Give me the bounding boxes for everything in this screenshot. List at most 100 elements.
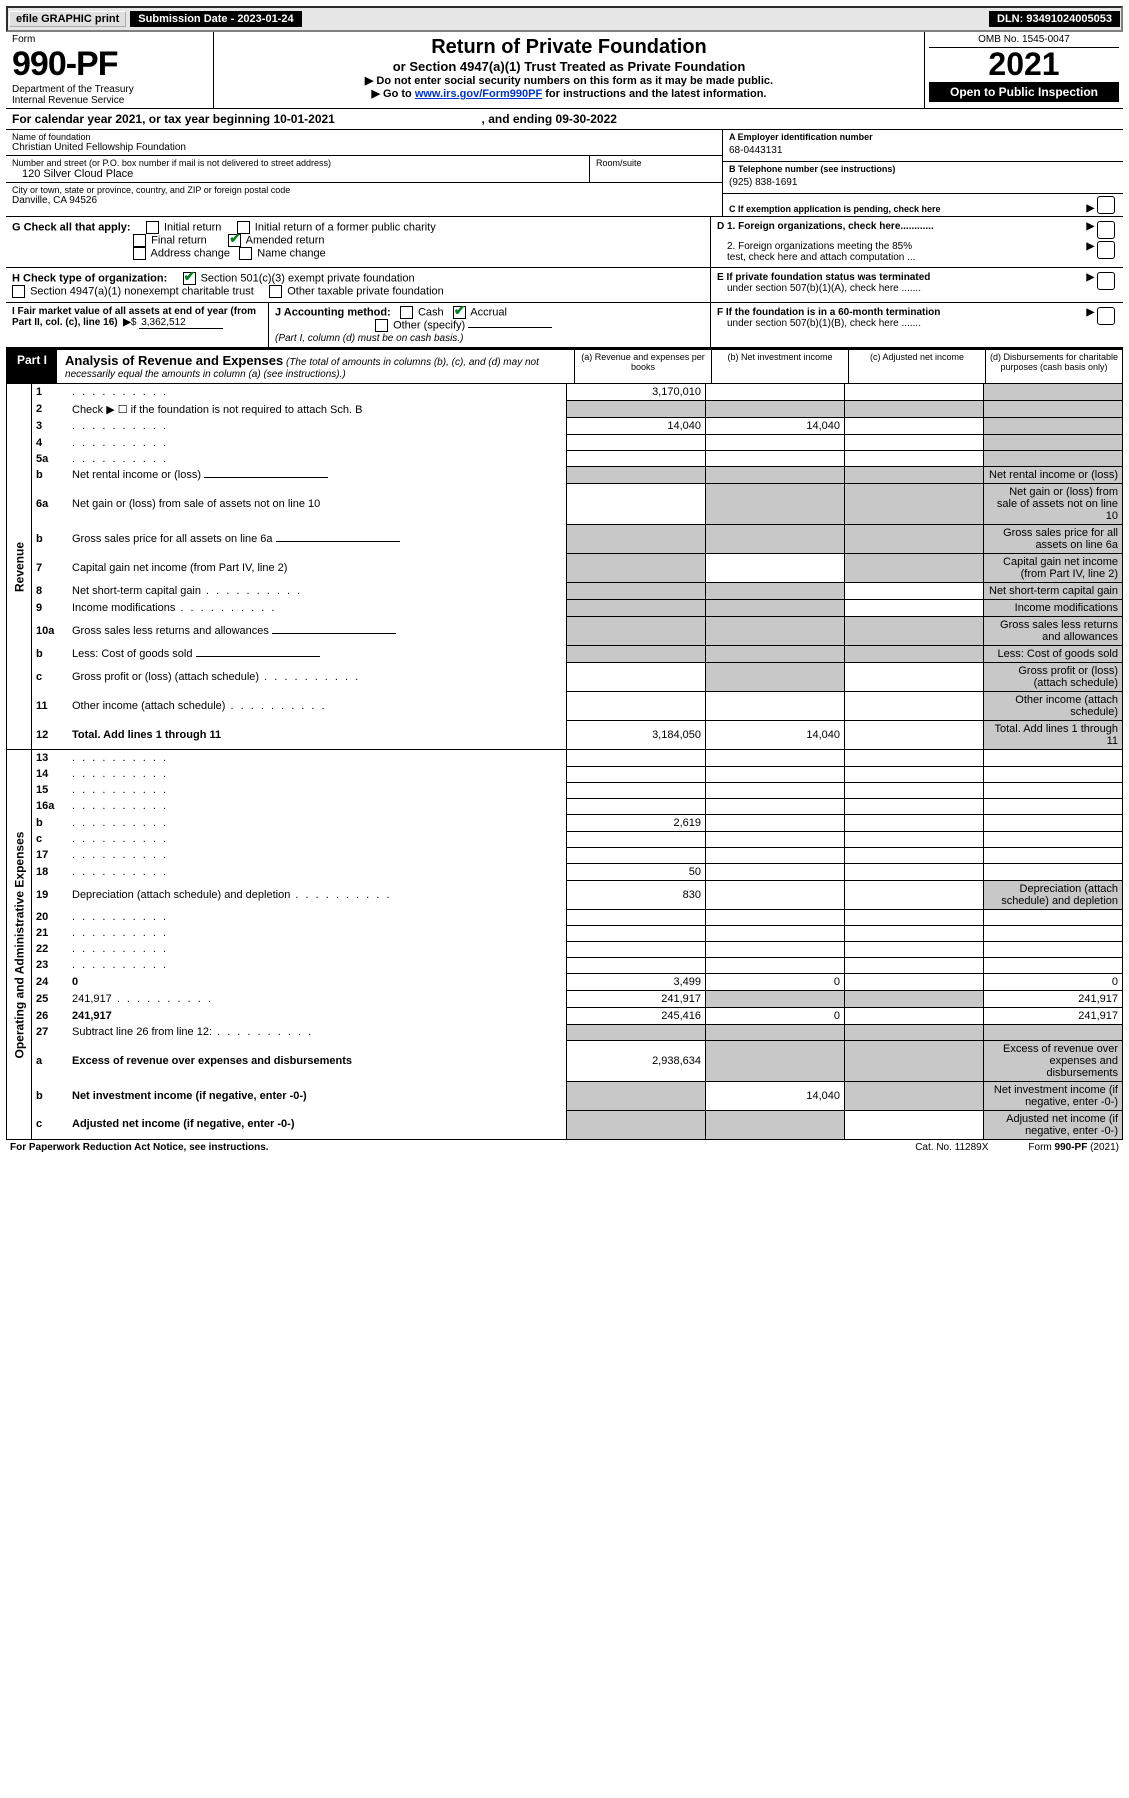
cell-a (567, 401, 706, 418)
g-initial-checkbox[interactable] (146, 221, 159, 234)
line-number: 9 (32, 600, 69, 617)
warn2-post: for instructions and the latest informat… (542, 88, 766, 100)
g-final: Final return (151, 234, 207, 246)
cell-a: 3,170,010 (567, 384, 706, 401)
cell-b (706, 617, 845, 646)
h2: Section 4947(a)(1) nonexempt charitable … (30, 285, 254, 297)
table-row: 17 (7, 847, 1123, 863)
g-initial-public: Initial return of a former public charit… (255, 221, 436, 233)
instructions-link[interactable]: www.irs.gov/Form990PF (415, 88, 542, 100)
table-row: bGross sales price for all assets on lin… (7, 525, 1123, 554)
cell-a (567, 600, 706, 617)
line-description: Depreciation (attach schedule) and deple… (68, 880, 567, 909)
e-checkbox[interactable] (1097, 272, 1115, 290)
e1: E If private foundation status was termi… (717, 272, 930, 283)
table-row: cAdjusted net income (if negative, enter… (7, 1110, 1123, 1139)
line-description: Gross profit or (loss) (attach schedule) (68, 663, 567, 692)
d1-label: D 1. Foreign organizations, check here..… (717, 221, 934, 232)
e2: under section 507(b)(1)(A), check here .… (717, 283, 921, 294)
i-section: I Fair market value of all assets at end… (6, 303, 269, 347)
j-cash-checkbox[interactable] (400, 306, 413, 319)
efile-button[interactable]: efile GRAPHIC print (9, 11, 126, 27)
checks-ijf: I Fair market value of all assets at end… (6, 303, 1123, 349)
line-number: 14 (32, 766, 69, 782)
cal-mid: , and ending (482, 112, 556, 126)
g-name-checkbox[interactable] (239, 247, 252, 260)
h1: Section 501(c)(3) exempt private foundat… (201, 272, 415, 284)
cell-a (567, 435, 706, 451)
cell-a (567, 484, 706, 525)
line-number: 25 (32, 990, 69, 1007)
line-description: Capital gain net income (from Part IV, l… (68, 554, 567, 583)
cell-c (845, 451, 984, 467)
cell-c (845, 831, 984, 847)
line-number: c (32, 1110, 69, 1139)
warning-ssn: ▶ Do not enter social security numbers o… (220, 74, 918, 87)
line-number: 6a (32, 484, 69, 525)
d2-checkbox[interactable] (1097, 241, 1115, 259)
line-number: b (32, 467, 69, 484)
h1-checkbox[interactable] (183, 272, 196, 285)
j-other-checkbox[interactable] (375, 319, 388, 332)
g-final-checkbox[interactable] (133, 234, 146, 247)
line-number: 3 (32, 418, 69, 435)
d1-checkbox[interactable] (1097, 221, 1115, 239)
j-accrual-checkbox[interactable] (453, 306, 466, 319)
h3-checkbox[interactable] (269, 285, 282, 298)
cell-b (706, 401, 845, 418)
h2-checkbox[interactable] (12, 285, 25, 298)
col-d-header: (d) Disbursements for charitable purpose… (985, 350, 1122, 383)
arrow-icon: ▶ (1087, 241, 1095, 263)
form-label: Form (12, 34, 207, 45)
cell-d: Net rental income or (loss) (984, 467, 1123, 484)
table-row: 2403,49900 (7, 973, 1123, 990)
footer-right: Form 990-PF (2021) (1028, 1142, 1119, 1153)
cell-a: 2,938,634 (567, 1040, 706, 1081)
cell-d (984, 1024, 1123, 1040)
i-value: 3,362,512 (139, 317, 223, 329)
header-right: OMB No. 1545-0047 2021 Open to Public In… (924, 32, 1123, 108)
cell-d: Net gain or (loss) from sale of assets n… (984, 484, 1123, 525)
line-number: 8 (32, 583, 69, 600)
part1-label: Part I (7, 350, 57, 383)
cell-d: Net short-term capital gain (984, 583, 1123, 600)
form-title: Return of Private Foundation (220, 36, 918, 59)
cell-b (706, 847, 845, 863)
cell-d (984, 750, 1123, 767)
cell-c (845, 384, 984, 401)
line-description (68, 451, 567, 467)
cell-a (567, 941, 706, 957)
cell-c (845, 484, 984, 525)
form-subtitle: or Section 4947(a)(1) Trust Treated as P… (220, 59, 918, 74)
f-checkbox[interactable] (1097, 307, 1115, 325)
line-description (68, 798, 567, 814)
g-amended-checkbox[interactable] (228, 234, 241, 247)
cell-a (567, 554, 706, 583)
cal-begin: 10-01-2021 (273, 112, 334, 126)
table-row: b2,619 (7, 814, 1123, 831)
cell-c (845, 990, 984, 1007)
cell-a (567, 1081, 706, 1110)
cell-c (845, 646, 984, 663)
g-address-checkbox[interactable] (133, 247, 146, 260)
cell-c (845, 554, 984, 583)
cell-c (845, 600, 984, 617)
cell-a: 3,184,050 (567, 721, 706, 750)
exemption-checkbox[interactable] (1097, 196, 1115, 214)
cell-c (845, 909, 984, 925)
cell-b (706, 909, 845, 925)
cell-c (845, 525, 984, 554)
ein-label: A Employer identification number (729, 132, 1117, 142)
arrow-icon: ▶ (1087, 307, 1095, 329)
submission-date: Submission Date - 2023-01-24 (130, 11, 301, 27)
line-description: Net gain or (loss) from sale of assets n… (68, 484, 567, 525)
cell-a: 241,917 (567, 990, 706, 1007)
line-number: 1 (32, 384, 69, 401)
cell-a (567, 692, 706, 721)
entity-info: Name of foundation Christian United Fell… (6, 130, 1123, 217)
table-row: 26241,917245,4160241,917 (7, 1007, 1123, 1024)
cell-d (984, 798, 1123, 814)
g-address: Address change (151, 247, 231, 259)
table-row: bLess: Cost of goods sold Less: Cost of … (7, 646, 1123, 663)
line-number: 11 (32, 692, 69, 721)
